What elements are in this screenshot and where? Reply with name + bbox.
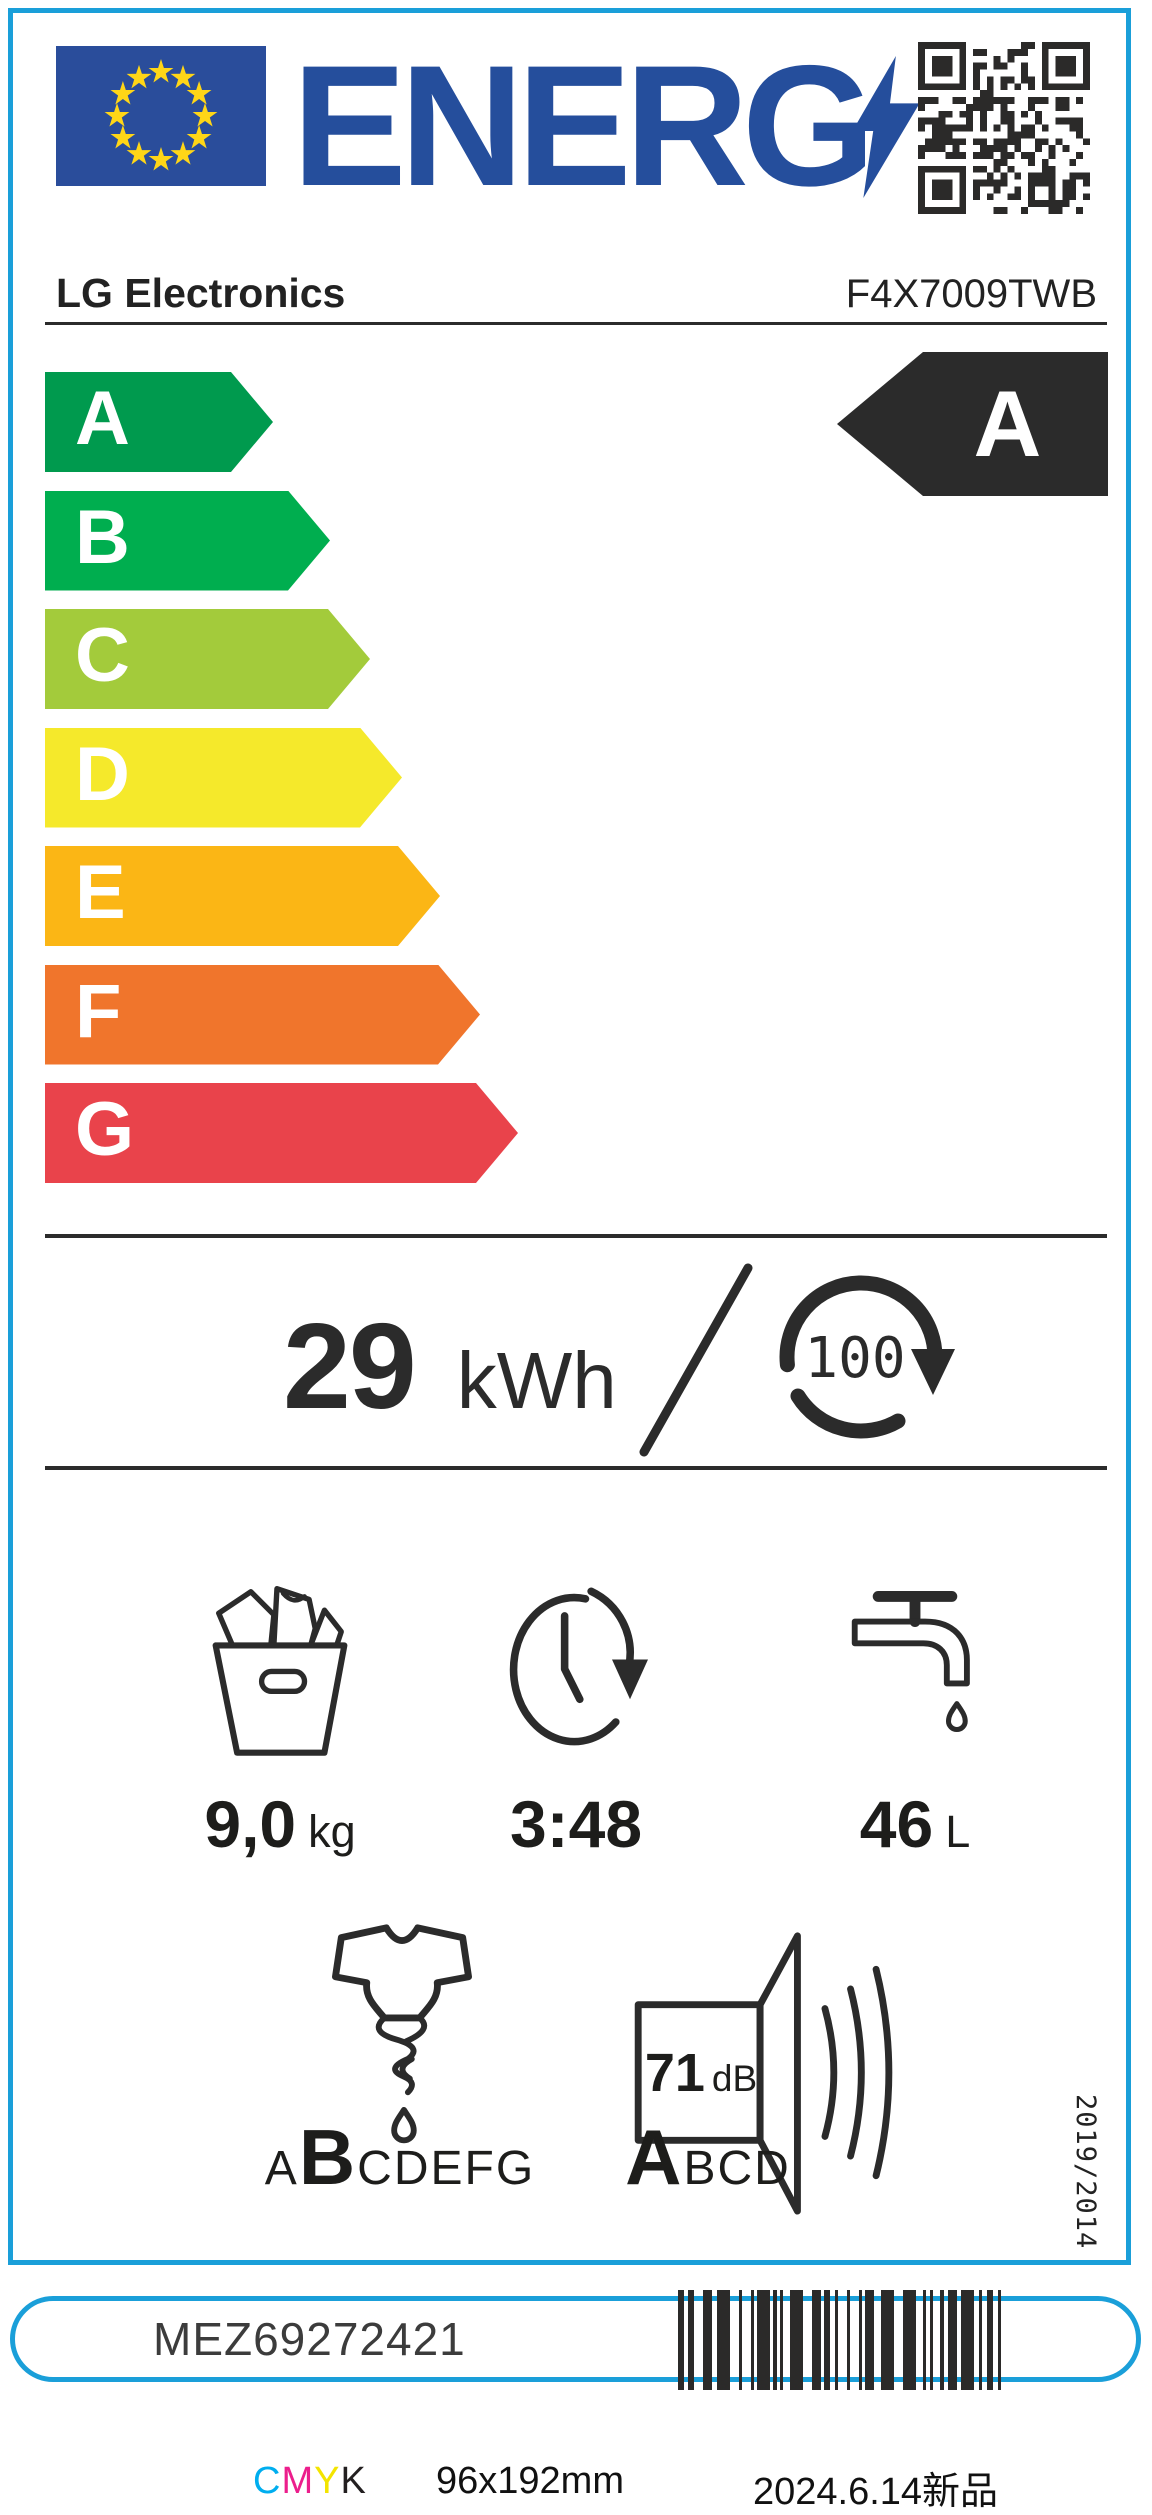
grade-letter: E bbox=[75, 850, 126, 936]
grade-letter: C bbox=[75, 613, 130, 699]
grade-arrow-E: E bbox=[45, 846, 440, 946]
grade-letter: B bbox=[75, 494, 130, 580]
noise-unit: dB bbox=[711, 2058, 758, 2099]
grade-arrow-G: G bbox=[45, 1083, 518, 1183]
duration-value: 3:48 bbox=[509, 1787, 643, 1861]
cmyk-letter: M bbox=[281, 2460, 315, 2502]
regulation-reference: 2019/2014 bbox=[1070, 2094, 1101, 2250]
grade-letter: F bbox=[75, 968, 122, 1054]
qr-code bbox=[918, 42, 1090, 214]
class-letter: A bbox=[625, 2113, 684, 2201]
barcode bbox=[678, 2290, 1001, 2390]
grade-arrow-C: C bbox=[45, 609, 370, 709]
clock-icon bbox=[509, 1587, 648, 1746]
consumption-divider bbox=[45, 1466, 1107, 1470]
print-date-note: 2024.6.14新品 bbox=[753, 2471, 999, 2513]
scale-divider bbox=[45, 1234, 1107, 1238]
laundry-basket-icon bbox=[212, 1586, 348, 1756]
energy-consumption: 29 kWh bbox=[283, 1296, 617, 1436]
label-code-pill: MEZ69272421 bbox=[10, 2296, 1141, 2382]
class-letter: D bbox=[754, 2142, 791, 2195]
class-letter: G bbox=[495, 2142, 536, 2195]
header-divider bbox=[45, 322, 1107, 325]
grade-arrow-F: F bbox=[45, 965, 480, 1065]
energy-value: 29 bbox=[283, 1298, 417, 1434]
duration-metric: 3:48 bbox=[446, 1578, 706, 1862]
print-cmyk-marks: CMYK bbox=[253, 2460, 367, 2503]
cmyk-letter: Y bbox=[314, 2460, 341, 2502]
class-letter: E bbox=[430, 2142, 465, 2195]
grade-arrow-B: B bbox=[45, 491, 330, 591]
supplier-name: LG Electronics bbox=[56, 270, 346, 316]
rated-class-letter: A bbox=[973, 371, 1042, 476]
capacity-unit: kg bbox=[308, 1806, 356, 1857]
noise-level: 71 dB bbox=[640, 2042, 762, 2104]
class-letter: C bbox=[357, 2142, 394, 2195]
per-100-cycles-icon: 100 bbox=[779, 1275, 955, 1439]
grade-letter: A bbox=[75, 376, 130, 462]
cmyk-letter: K bbox=[340, 2460, 367, 2502]
capacity-value: 9,0 bbox=[204, 1787, 297, 1861]
model-identifier: F4X7009TWB bbox=[845, 272, 1097, 316]
spin-dry-icon bbox=[332, 1924, 472, 2144]
class-letter: B bbox=[298, 2113, 358, 2201]
print-size: 96x192mm bbox=[436, 2460, 624, 2502]
noise-speaker-icon bbox=[634, 1932, 893, 2215]
cycles-count: 100 bbox=[804, 1326, 905, 1391]
energy-wordmark: ENERG bbox=[292, 30, 876, 222]
label-border bbox=[8, 8, 1131, 2265]
class-letter: F bbox=[464, 2142, 496, 2195]
water-tap-icon bbox=[851, 1590, 970, 1732]
per-slash bbox=[639, 1263, 753, 1457]
class-letter: D bbox=[393, 2142, 431, 2195]
noise-value: 71 bbox=[644, 2043, 705, 2103]
grade-arrow-A: A bbox=[45, 372, 273, 472]
class-letter: C bbox=[717, 2142, 755, 2195]
energy-unit: kWh bbox=[456, 1336, 617, 1425]
grade-arrow-D: D bbox=[45, 728, 402, 828]
water-unit: L bbox=[945, 1806, 971, 1857]
cmyk-letter: C bbox=[253, 2460, 282, 2502]
class-letter: A bbox=[264, 2142, 299, 2195]
lightning-bolt-icon bbox=[852, 56, 920, 198]
grade-letter: D bbox=[75, 731, 130, 817]
water-metric: 46 L bbox=[785, 1578, 1045, 1862]
label-code: MEZ69272421 bbox=[153, 2313, 466, 2365]
capacity-metric: 9,0 kg bbox=[150, 1578, 410, 1862]
eu-flag-icon bbox=[56, 46, 266, 186]
class-letter: B bbox=[683, 2142, 718, 2195]
water-value: 46 bbox=[859, 1787, 934, 1861]
grade-letter: G bbox=[75, 1087, 135, 1173]
